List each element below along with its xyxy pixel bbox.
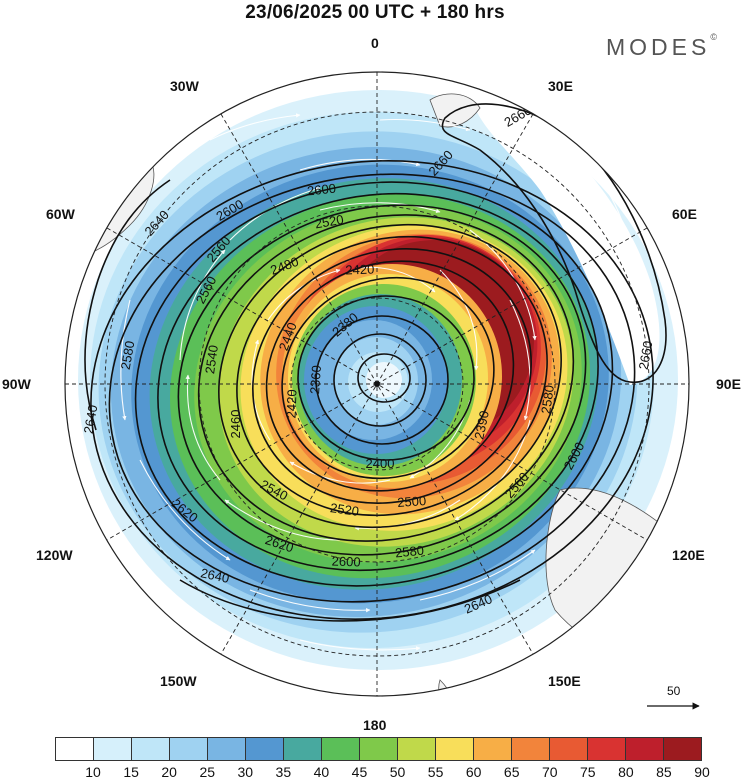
lon-label-90e: 90E (716, 376, 741, 392)
colorbar-swatch (588, 738, 626, 760)
reference-vector-label: 50 (667, 684, 681, 698)
colorbar-tick-label: 30 (237, 764, 254, 780)
colorbar-tick-label: 25 (199, 764, 216, 780)
contour-label: 2520 (314, 212, 345, 232)
colorbar-swatch (436, 738, 474, 760)
contour-2640-south (179, 579, 521, 622)
colorbar-swatch (56, 738, 94, 760)
colorbar-tick-label: 40 (313, 764, 330, 780)
lon-label-60e: 60E (672, 206, 697, 222)
colorbar-tick-label: 85 (656, 764, 672, 780)
copyright-mark: © (710, 32, 717, 42)
contour-2440 (281, 276, 495, 480)
colorbar-tick-label: 55 (427, 764, 444, 780)
lon-label-30e: 30E (548, 78, 573, 94)
weak-wind-region (470, 95, 660, 385)
colorbar-ticks: 10 15 20 25 30 35 40 45 50 55 60 65 70 75 80 85 90 (0, 764, 750, 782)
contour-label: 2360 (307, 365, 324, 395)
contour-2580 (157, 192, 599, 572)
lon-label-90w: 90W (2, 376, 31, 392)
south-pole-marker (374, 381, 380, 387)
contour-2360 (357, 353, 411, 403)
lon-label-150e: 150E (548, 673, 581, 689)
contour-label: 2640 (199, 565, 230, 586)
colorbar-tick-label: 45 (351, 764, 368, 780)
colorbar-tick-label: 50 (389, 764, 406, 780)
contour-label: 2580 (394, 543, 424, 561)
contour-label: 2580 (118, 340, 138, 371)
colorbar-tick-label: 90 (694, 764, 710, 780)
wind-vectors (99, 113, 649, 651)
reference-arrow-icon (647, 702, 700, 710)
colorbar-swatch (208, 738, 246, 760)
lon-label-120e: 120E (672, 547, 705, 563)
contour-label: 2640 (81, 404, 101, 435)
colorbar-tick-label: 80 (618, 764, 634, 780)
colorbar-swatch (170, 738, 208, 760)
colorbar-tick-label: 60 (465, 764, 482, 780)
map-boundary (64, 71, 690, 697)
reference-vector: 50 (643, 684, 703, 714)
colorbar-swatch (550, 738, 588, 760)
contour-2460 (265, 260, 515, 492)
colorbar-swatch (512, 738, 550, 760)
brand-logo: MODES© (606, 32, 717, 61)
contour-label: 2460 (228, 410, 243, 439)
lon-label-150w: 150W (160, 673, 197, 689)
contour-2520 (218, 223, 562, 529)
contour-label: 2520 (329, 500, 360, 519)
lon-label-60w: 60W (46, 206, 75, 222)
contour-2400 (315, 315, 449, 445)
colorbar-swatch (474, 738, 512, 760)
lon-label-0: 0 (371, 35, 379, 51)
contour-2620 (108, 173, 636, 603)
colorbar-swatch (284, 738, 322, 760)
contour-label: 2600 (306, 181, 336, 199)
colorbar-tick-label: 15 (123, 764, 139, 780)
contour-2640-outer (84, 179, 171, 431)
contour-label: 2500 (397, 493, 427, 510)
contour-label: 2420 (345, 262, 374, 278)
colorbar-swatch (246, 738, 284, 760)
contour-label: 2600 (331, 554, 360, 570)
colorbar-swatch (94, 738, 132, 760)
contour-2600 (134, 181, 614, 587)
contour-2560 (177, 204, 587, 556)
colorbar-swatch (132, 738, 170, 760)
colorbar-tick-label: 20 (161, 764, 177, 780)
chart-title: 23/06/2025 00 UTC + 180 hrs (245, 2, 505, 23)
colorbar-tick-label: 35 (275, 764, 292, 780)
colorbar-swatch (398, 738, 436, 760)
contour-2420 (297, 295, 475, 461)
colorbar (55, 737, 702, 761)
colorbar-tick-label: 10 (85, 764, 101, 780)
contour-2500 (236, 235, 548, 517)
contour-label: 2390 (471, 409, 492, 440)
colorbar-tick-label: 70 (541, 764, 558, 780)
contour-label: 2540 (202, 344, 221, 375)
colorbar-swatch (322, 738, 360, 760)
contour-2480 (252, 248, 532, 504)
contour-label: 2400 (366, 456, 395, 471)
polar-map: 2660 2660 2660 2640 2640 2640 2640 2620 … (64, 71, 690, 697)
contour-2540 (197, 214, 575, 542)
contour-2380 (333, 333, 427, 427)
brand-text: MODES (606, 34, 711, 60)
lon-label-120w: 120W (36, 547, 73, 563)
contour-label: 2580 (538, 384, 557, 415)
lon-label-180: 180 (363, 717, 387, 733)
colorbar-swatch (626, 738, 664, 760)
colorbar-swatch (360, 738, 398, 760)
colorbar-tick-label: 65 (503, 764, 520, 780)
lon-label-30w: 30W (170, 78, 199, 94)
contour-label: 2660 (636, 340, 656, 371)
colorbar-swatch (664, 738, 701, 760)
colorbar-tick-label: 75 (580, 764, 596, 780)
